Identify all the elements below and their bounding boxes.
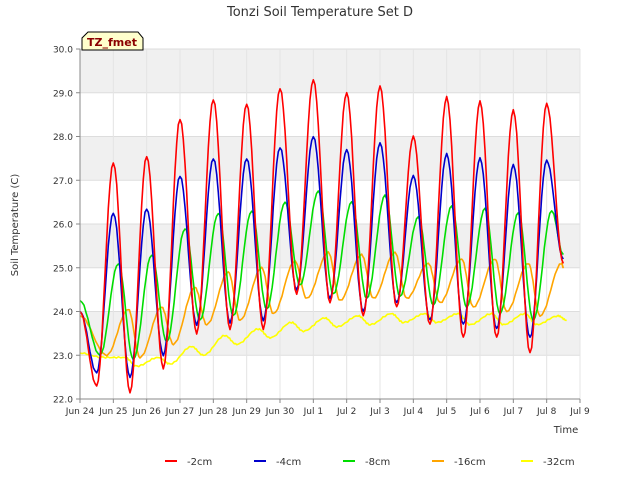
plot-band	[80, 49, 580, 93]
legend-label: -8cm	[365, 457, 390, 468]
plot-band	[80, 136, 580, 181]
legend-label: -32cm	[543, 457, 575, 468]
x-tick-label: Jul 6	[469, 407, 490, 417]
series-line-4cm	[79, 135, 564, 379]
y-tick-label: 27.0	[53, 177, 73, 187]
annotation-label: TZ_fmet	[87, 36, 137, 49]
x-tick-label: Jun 29	[231, 407, 261, 417]
legend-label: -4cm	[276, 457, 301, 468]
x-tick-label: Jun 30	[265, 407, 295, 417]
x-axis-label: Time	[553, 425, 578, 436]
x-tick-label: Jul 3	[369, 407, 389, 417]
x-tick-label: Jul 8	[536, 407, 557, 417]
x-tick-label: Jul 4	[403, 407, 424, 417]
series-lines	[79, 79, 567, 394]
axes: 22.0 23.0 24.0 25.0 26.0 27.0 28.0 29.0 30.0 Jun …	[53, 46, 590, 418]
y-tick-label: 29.0	[53, 89, 73, 99]
legend-label: -16cm	[454, 457, 486, 468]
x-tick-label: Jul 5	[436, 407, 456, 417]
x-tick-label: Jun 28	[198, 407, 228, 417]
x-tick-label: Jul 1	[303, 407, 323, 417]
x-tick-label: Jun 26	[131, 407, 161, 417]
x-tick-label: Jul 2	[336, 407, 356, 417]
x-tick-label: Jun 24	[65, 407, 95, 417]
y-tick-label: 26.0	[53, 221, 73, 231]
x-tick-label: Jun 25	[98, 407, 127, 417]
y-tick-label: 28.0	[53, 133, 73, 143]
y-axis-label: Soil Temperature (C)	[10, 174, 21, 277]
y-tick-label: 22.0	[53, 396, 73, 406]
legend-label: -2cm	[187, 457, 212, 468]
x-tick-label: Jun 27	[165, 407, 194, 417]
y-tick-label: 23.0	[53, 352, 73, 362]
x-tick-label: Jul 9	[569, 407, 590, 417]
y-tick-label: 30.0	[53, 46, 73, 56]
series-line-2cm	[79, 79, 565, 394]
legend: -2cm -4cm -8cm -16cm -32cm	[165, 457, 575, 468]
chart-title: Tonzi Soil Temperature Set D	[226, 5, 413, 20]
annotation-box: TZ_fmet	[81, 31, 144, 51]
y-tick-label: 24.0	[53, 308, 73, 318]
y-tick-label: 25.0	[53, 264, 73, 274]
x-tick-label: Jul 7	[503, 407, 523, 417]
